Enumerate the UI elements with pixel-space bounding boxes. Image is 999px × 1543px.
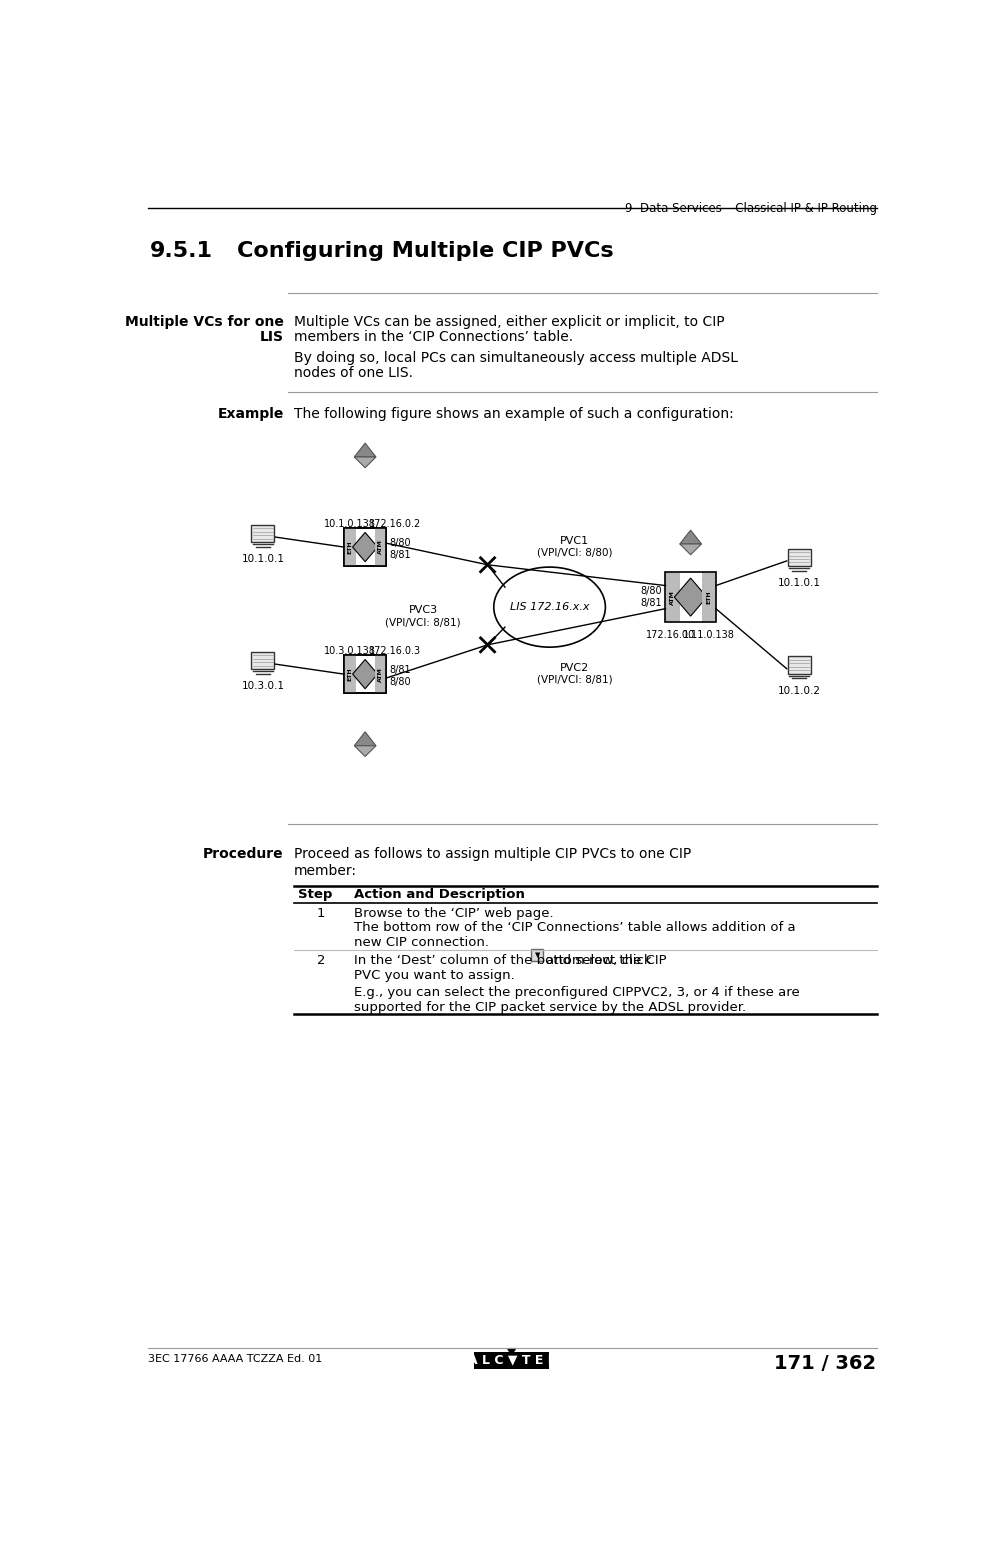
Text: 2: 2 (317, 954, 326, 966)
Text: 172.16.0.1: 172.16.0.1 (646, 630, 698, 640)
Polygon shape (355, 745, 376, 756)
FancyBboxPatch shape (344, 528, 387, 566)
Text: new CIP connection.: new CIP connection. (354, 937, 489, 949)
Text: ETH: ETH (348, 540, 353, 554)
Text: Multiple VCs for one: Multiple VCs for one (125, 315, 284, 329)
Text: nodes of one LIS.: nodes of one LIS. (294, 366, 413, 380)
Text: 8/80: 8/80 (390, 539, 412, 548)
Text: and select the CIP: and select the CIP (546, 954, 667, 966)
Text: E.g., you can select the preconfigured CIPPVC2, 3, or 4 if these are: E.g., you can select the preconfigured C… (354, 986, 799, 998)
Polygon shape (507, 1349, 515, 1355)
Polygon shape (353, 659, 378, 688)
Text: (VPI/VCI: 8/81): (VPI/VCI: 8/81) (386, 617, 462, 626)
Text: member:: member: (294, 864, 357, 878)
Text: (VPI/VCI: 8/81): (VPI/VCI: 8/81) (536, 674, 612, 685)
Text: Action and Description: Action and Description (354, 889, 524, 901)
Text: PVC3: PVC3 (409, 605, 438, 614)
Text: 9.5.1: 9.5.1 (150, 241, 213, 261)
Text: 8/80: 8/80 (640, 586, 662, 596)
Text: 171 / 362: 171 / 362 (774, 1355, 877, 1373)
FancyBboxPatch shape (787, 656, 811, 674)
Polygon shape (674, 579, 707, 616)
FancyBboxPatch shape (344, 654, 356, 693)
Text: LIS 172.16.x.x: LIS 172.16.x.x (509, 602, 589, 613)
Text: In the ‘Dest’ column of the bottom row, click: In the ‘Dest’ column of the bottom row, … (354, 954, 651, 966)
Text: A L C ▼ T E L: A L C ▼ T E L (468, 1353, 555, 1367)
Text: Step: Step (298, 889, 332, 901)
Ellipse shape (494, 568, 605, 647)
Text: 10.1.0.1: 10.1.0.1 (777, 579, 820, 588)
Text: 8/81: 8/81 (390, 665, 412, 676)
FancyBboxPatch shape (251, 525, 275, 542)
Text: ATM: ATM (670, 589, 675, 605)
FancyBboxPatch shape (344, 528, 356, 566)
Text: Configuring Multiple CIP PVCs: Configuring Multiple CIP PVCs (237, 241, 613, 261)
Text: The bottom row of the ‘CIP Connections’ table allows addition of a: The bottom row of the ‘CIP Connections’ … (354, 921, 795, 934)
Text: By doing so, local PCs can simultaneously access multiple ADSL: By doing so, local PCs can simultaneousl… (294, 350, 738, 364)
Text: 10.1.0.138: 10.1.0.138 (683, 630, 734, 640)
FancyBboxPatch shape (375, 528, 387, 566)
Text: 1: 1 (317, 907, 326, 920)
Text: Proceed as follows to assign multiple CIP PVCs to one CIP: Proceed as follows to assign multiple CI… (294, 847, 691, 861)
FancyBboxPatch shape (531, 949, 543, 961)
Polygon shape (355, 731, 376, 745)
Text: 172.16.0.3: 172.16.0.3 (369, 645, 422, 656)
Text: supported for the CIP packet service by the ADSL provider.: supported for the CIP packet service by … (354, 1000, 745, 1014)
Text: 8/81: 8/81 (640, 599, 662, 608)
FancyBboxPatch shape (251, 651, 275, 670)
Text: PVC you want to assign.: PVC you want to assign. (354, 969, 514, 981)
Text: Multiple VCs can be assigned, either explicit or implicit, to CIP: Multiple VCs can be assigned, either exp… (294, 315, 724, 329)
Text: 10.3.0.138: 10.3.0.138 (324, 645, 376, 656)
Polygon shape (355, 443, 376, 457)
Polygon shape (353, 532, 378, 562)
Text: 10.3.0.1: 10.3.0.1 (242, 680, 285, 691)
Text: ATM: ATM (378, 540, 383, 554)
Text: 10.1.0.2: 10.1.0.2 (777, 685, 820, 696)
FancyBboxPatch shape (787, 549, 811, 566)
Text: ▼: ▼ (534, 952, 539, 958)
Text: PVC2: PVC2 (559, 662, 589, 673)
Text: Procedure: Procedure (203, 847, 284, 861)
Text: (VPI/VCI: 8/80): (VPI/VCI: 8/80) (536, 548, 612, 559)
Text: members in the ‘CIP Connections’ table.: members in the ‘CIP Connections’ table. (294, 330, 573, 344)
FancyBboxPatch shape (665, 572, 679, 622)
Text: ETH: ETH (706, 591, 711, 603)
Text: 8/80: 8/80 (390, 677, 412, 687)
Text: 10.1.0.138: 10.1.0.138 (324, 518, 376, 529)
Text: PVC1: PVC1 (559, 535, 589, 546)
Text: Example: Example (218, 407, 284, 421)
Polygon shape (679, 531, 701, 545)
Text: 3EC 17766 AAAA TCZZA Ed. 01: 3EC 17766 AAAA TCZZA Ed. 01 (148, 1355, 323, 1364)
FancyBboxPatch shape (701, 572, 716, 622)
Text: LIS: LIS (260, 330, 284, 344)
Text: 172.16.0.2: 172.16.0.2 (369, 518, 422, 529)
Text: 10.1.0.1: 10.1.0.1 (242, 554, 285, 565)
FancyBboxPatch shape (475, 1352, 548, 1369)
Text: Browse to the ‘CIP’ web page.: Browse to the ‘CIP’ web page. (354, 907, 553, 920)
Text: The following figure shows an example of such a configuration:: The following figure shows an example of… (294, 407, 733, 421)
Polygon shape (355, 457, 376, 468)
FancyBboxPatch shape (344, 654, 387, 693)
Text: 9  Data Services – Classical IP & IP Routing: 9 Data Services – Classical IP & IP Rout… (624, 202, 877, 214)
Text: ATM: ATM (378, 667, 383, 682)
Text: 8/81: 8/81 (390, 549, 412, 560)
Polygon shape (679, 545, 701, 555)
Text: ETH: ETH (348, 667, 353, 680)
FancyBboxPatch shape (375, 654, 387, 693)
